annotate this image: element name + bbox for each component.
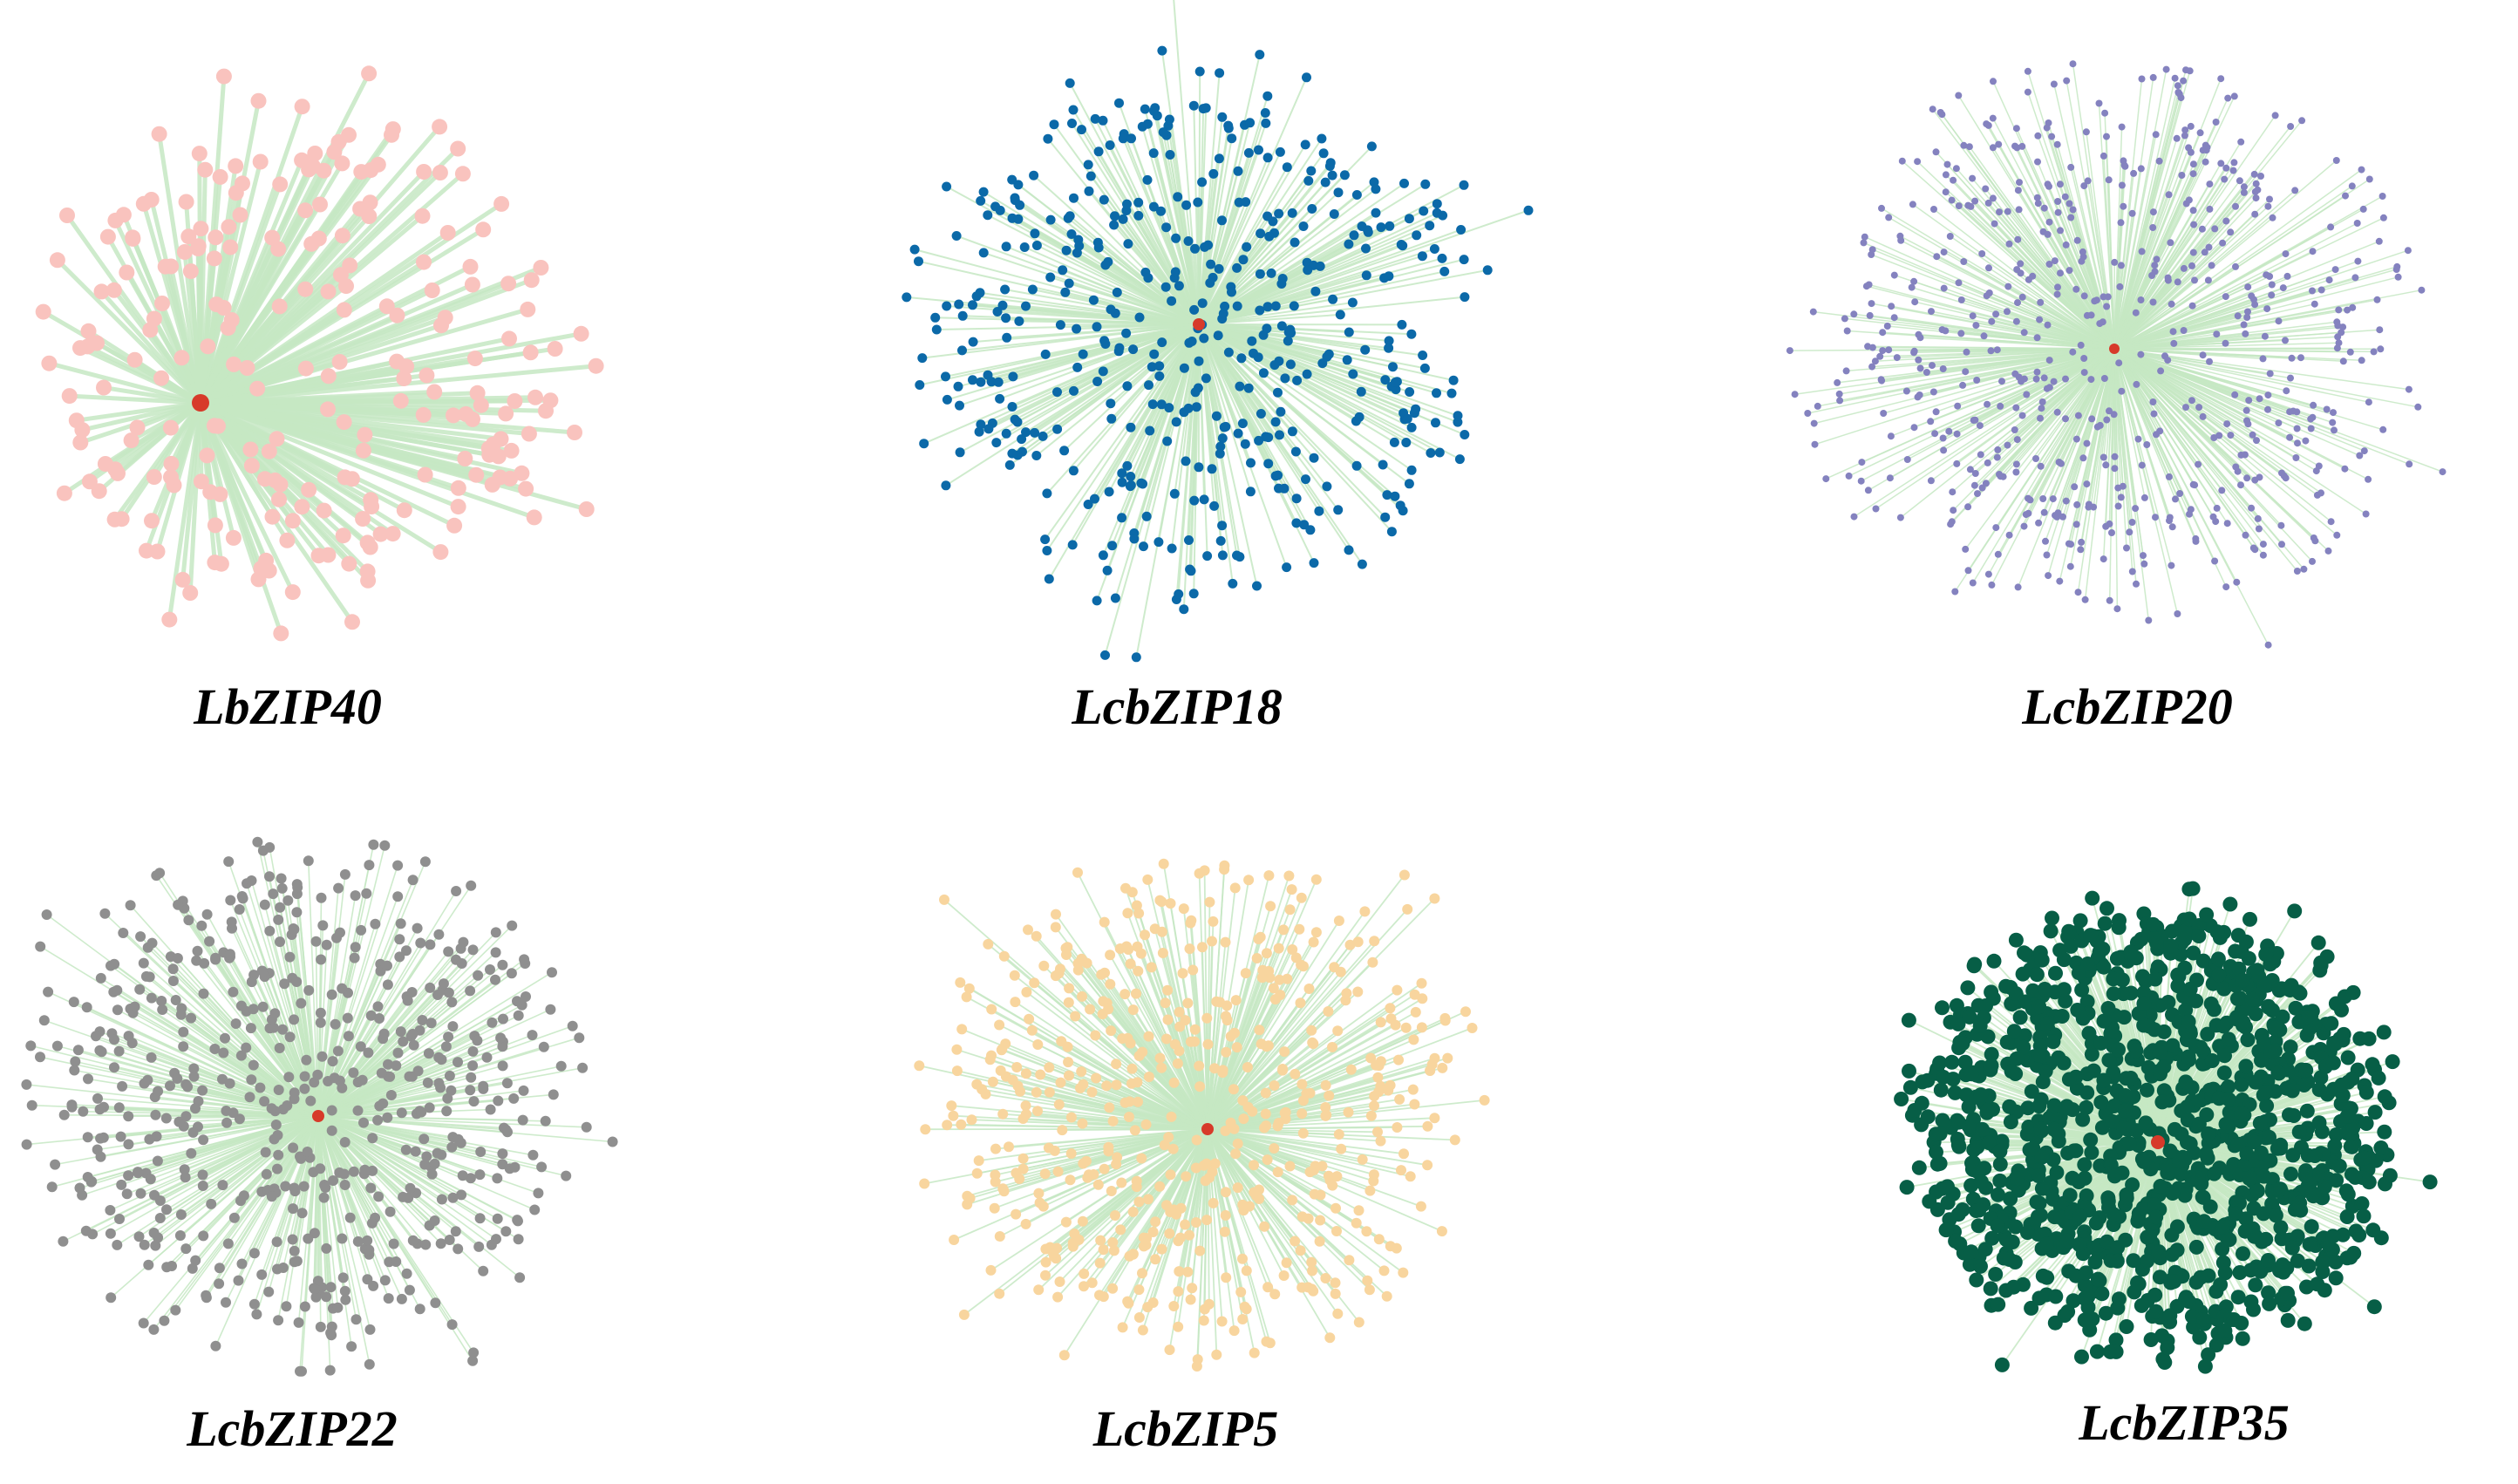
network-lcbzip20 (1786, 60, 2447, 649)
network-lcbzip22 (21, 837, 617, 1377)
network-lcbzip5 (914, 859, 1489, 1372)
edges-n2 (907, 0, 1528, 657)
network-label-lbzip40: LbZIP40 (194, 682, 382, 732)
hub-node-n4 (312, 1110, 324, 1122)
network-label-lcbzip35: LcbZIP35 (2079, 1398, 2290, 1448)
network-lcbzip35 (1894, 882, 2438, 1374)
network-label-lcbzip22: LcbZIP22 (187, 1404, 398, 1454)
network-label-lcbzip18: LcbZIP18 (1072, 682, 1283, 732)
network-label-lcbzip20: LcbZIP20 (2022, 682, 2233, 732)
network-lcbzip18 (902, 0, 1533, 662)
hub-node-n6 (2151, 1135, 2165, 1149)
hub-node-n1 (192, 394, 209, 412)
hub-node-n3 (2109, 344, 2120, 354)
network-label-lcbzip5: LcbZIP5 (1093, 1404, 1279, 1454)
hub-node-n5 (1201, 1123, 1214, 1135)
network-lbzip40 (36, 65, 604, 641)
hub-node-n2 (1193, 318, 1205, 330)
edges-n3 (1790, 64, 2443, 645)
